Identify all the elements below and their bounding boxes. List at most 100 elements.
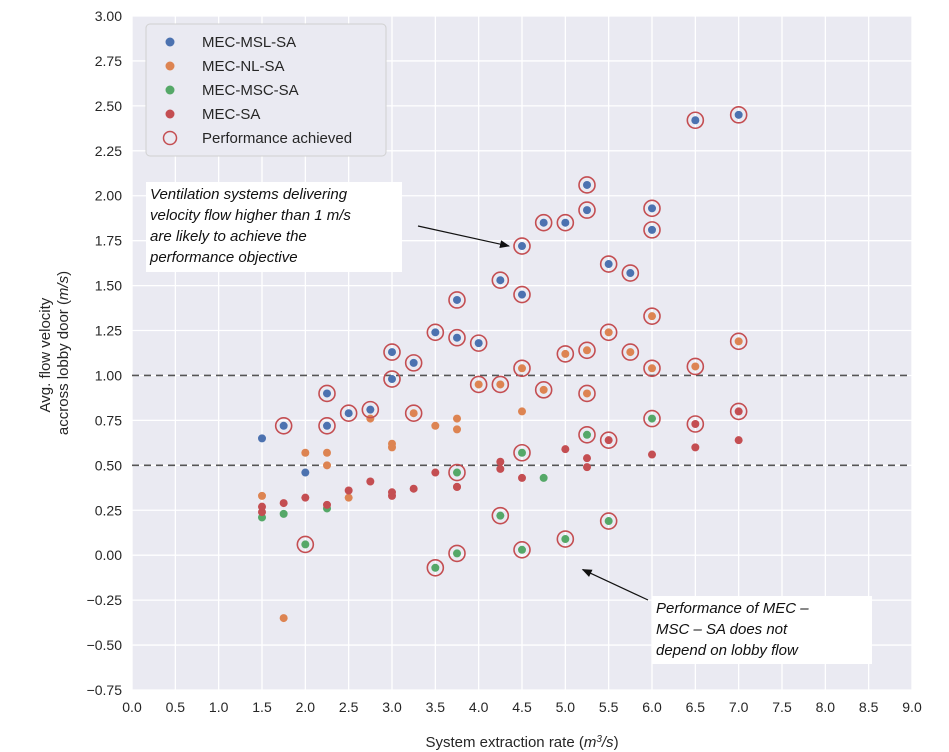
point-mec-msc-sa <box>518 545 526 554</box>
point-mec-nl-sa <box>583 346 591 355</box>
point-mec-msl-sa <box>409 358 418 367</box>
point-mec-msc-sa <box>539 473 548 482</box>
performance-circle <box>729 106 748 124</box>
point-mec-sa <box>734 436 743 445</box>
performance-circle <box>383 370 401 388</box>
performance-circle <box>318 416 336 435</box>
performance-circle <box>556 345 575 363</box>
point-mec-msc-sa <box>496 511 505 520</box>
performance-circle <box>621 264 640 282</box>
performance-circle <box>643 359 661 378</box>
point-mec-msl-sa <box>626 269 635 278</box>
point-mec-msc-sa <box>518 448 526 457</box>
x-tick-label: 3.5 <box>426 699 446 715</box>
performance-circle <box>599 512 618 530</box>
point-mec-msl-sa <box>648 225 656 234</box>
performance-circle <box>339 404 358 423</box>
x-tick-label: 6.5 <box>686 699 706 715</box>
point-mec-sa <box>301 493 310 502</box>
point-mec-nl-sa <box>604 328 613 337</box>
point-mec-msc-sa <box>453 549 461 558</box>
point-mec-nl-sa <box>323 461 331 470</box>
performance-circle <box>448 544 466 563</box>
y-tick-label: 2.25 <box>95 143 122 159</box>
y-tick-label: 2.50 <box>95 98 122 114</box>
point-mec-msl-sa <box>388 348 396 357</box>
point-mec-sa <box>518 473 526 482</box>
point-mec-msl-sa <box>496 276 505 285</box>
performance-circles <box>274 106 748 577</box>
y-tick-label: 0.75 <box>95 412 122 428</box>
annotation-ventilation-note: Ventilation systems delivering velocity f… <box>146 182 510 272</box>
annotation-line: depend on lobby flow <box>656 642 799 659</box>
y-tick-label: 2.00 <box>95 188 122 204</box>
x-tick-label: 7.0 <box>729 699 749 715</box>
point-mec-sa <box>323 500 331 509</box>
performance-circle <box>578 341 596 360</box>
performance-circle <box>729 402 748 421</box>
point-mec-msl-sa <box>301 468 310 477</box>
annotation-box <box>652 596 872 664</box>
point-mec-nl-sa <box>561 349 570 358</box>
annotation-arrow <box>581 569 649 601</box>
x-tick-label: 5.0 <box>556 699 576 715</box>
performance-circle <box>404 354 423 372</box>
legend-label: MEC-NL-SA <box>202 58 285 75</box>
point-mec-msl-sa <box>561 218 570 227</box>
performance-circle <box>448 328 466 347</box>
point-mec-msc-sa <box>431 563 440 572</box>
x-tick-label: 4.5 <box>512 699 532 715</box>
point-mec-msl-sa <box>366 405 375 414</box>
annotation-line: Ventilation systems delivering <box>150 186 348 203</box>
point-mec-sa <box>691 443 700 452</box>
legend-marker-performance <box>162 130 178 146</box>
point-mec-sa <box>431 468 440 477</box>
legend-marker <box>165 61 175 71</box>
legend-box <box>145 23 387 157</box>
point-mec-msl-sa <box>518 290 526 299</box>
performance-circle <box>643 307 661 325</box>
performance-circle <box>513 443 531 462</box>
annotation-line: Performance of MEC – <box>656 600 809 617</box>
performance-circle <box>274 416 293 435</box>
point-mec-msc-sa <box>648 414 656 423</box>
x-tick-label: 1.5 <box>252 699 272 715</box>
legend-marker <box>165 109 175 119</box>
y-axis-label-line-2: accross lobby door (m/s) <box>55 271 72 435</box>
point-mec-nl-sa <box>453 414 461 423</box>
performance-circle <box>643 199 661 218</box>
performance-circle <box>491 271 510 290</box>
point-mec-msc-sa <box>301 540 310 549</box>
performance-circle <box>578 201 596 219</box>
x-tick-label: 6.0 <box>642 699 662 715</box>
point-mec-nl-sa <box>388 443 396 452</box>
performance-circle <box>361 400 380 419</box>
performance-circle <box>383 343 401 361</box>
x-tick-labels: 0.0 0.5 1.0 1.5 2.0 2.5 3.0 3.5 4.0 4.5 5.0 5.5 6.0 6… <box>122 699 922 715</box>
point-mec-msl-sa <box>453 333 461 342</box>
point-mec-msl-sa <box>583 180 591 189</box>
performance-circle <box>426 558 445 577</box>
point-mec-nl-sa <box>323 448 331 457</box>
x-tick-label: 3.0 <box>382 699 402 715</box>
performance-circle <box>491 375 510 394</box>
y-tick-label: 0.25 <box>95 502 122 518</box>
point-mec-nl-sa <box>518 407 526 416</box>
data-points <box>258 110 743 623</box>
performance-circle <box>513 285 531 304</box>
performance-circle <box>491 506 510 525</box>
point-mec-nl-sa <box>301 448 310 457</box>
reference-lines <box>132 374 912 467</box>
point-mec-msl-sa <box>691 116 700 125</box>
point-mec-sa <box>604 436 613 445</box>
point-mec-sa <box>496 464 505 473</box>
y-tick-label: −0.75 <box>87 682 123 698</box>
performance-circle <box>469 334 488 352</box>
performance-circle <box>686 415 705 433</box>
annotation-line: are likely to achieve the <box>150 228 307 245</box>
annotation-line: velocity flow higher than 1 m/s <box>150 207 351 224</box>
legend-label: MEC-SA <box>202 106 260 123</box>
point-mec-msl-sa <box>518 242 526 251</box>
point-mec-nl-sa <box>539 385 548 394</box>
x-axis-label: System extraction rate (m3/s) <box>425 734 618 752</box>
